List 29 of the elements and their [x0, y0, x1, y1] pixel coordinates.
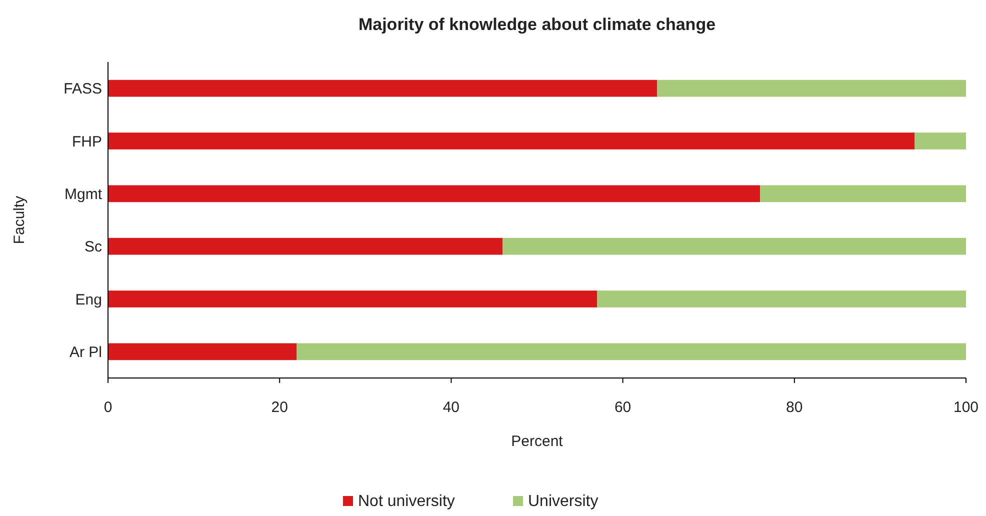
- bar: [760, 185, 966, 202]
- bar: [108, 238, 503, 255]
- bar: [597, 290, 966, 308]
- y-tick-label: FASS: [64, 80, 102, 98]
- x-tick-label: 20: [271, 399, 288, 416]
- x-axis-title: Percent: [511, 433, 564, 450]
- bar: [108, 80, 658, 97]
- y-tick-label: Sc: [84, 238, 102, 256]
- bar: [502, 238, 966, 255]
- bar: [108, 132, 915, 150]
- bar: [296, 343, 966, 360]
- bar: [108, 290, 598, 308]
- bar: [108, 343, 297, 360]
- x-tick-label: 60: [614, 399, 632, 416]
- bar: [657, 80, 966, 97]
- legend-label: Not university: [358, 493, 455, 510]
- y-tick-label: Eng: [75, 291, 102, 308]
- y-axis-title: Faculty: [11, 195, 28, 244]
- bar: [914, 132, 966, 150]
- x-tick-label: 40: [442, 399, 460, 416]
- chart-title: Majority of knowledge about climate change: [358, 15, 716, 34]
- legend-label: University: [528, 493, 598, 510]
- y-tick-label: FHP: [72, 133, 102, 150]
- x-tick-label: 80: [786, 399, 803, 416]
- y-tick-label: Ar Pl: [69, 344, 102, 361]
- bar: [108, 185, 760, 202]
- y-tick-label: Mgmt: [64, 186, 103, 203]
- x-tick-label: 0: [104, 399, 112, 416]
- x-tick-label: 100: [953, 399, 979, 416]
